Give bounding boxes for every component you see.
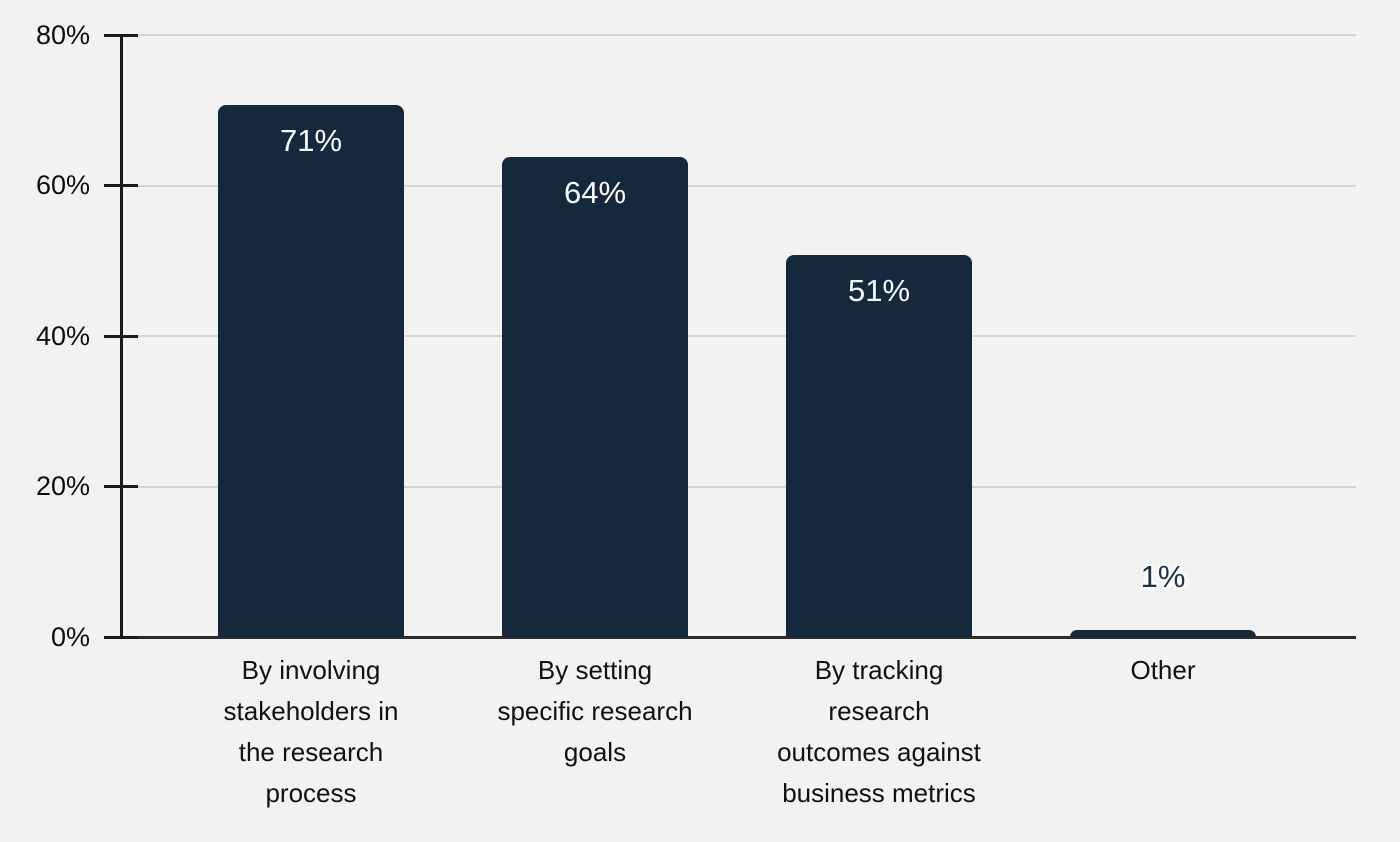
bar-value-label: 71% [279, 122, 343, 158]
y-tick-label-60pct: 60% [35, 170, 90, 200]
y-tick-label-20pct: 20% [35, 471, 90, 501]
gridline-40pct [122, 335, 1356, 337]
x-tick-label-tracking-outcomes: By tracking research outcomes against bu… [777, 655, 981, 808]
x-tick-label-setting-research-goals: By setting specific research goals [497, 655, 693, 767]
bar-value-label: 64% [563, 175, 627, 210]
y-tick-20pct [104, 485, 138, 488]
y-tick-80pct [104, 33, 138, 37]
x-tick-label-involving-stakeholders: By involving stakeholders in the researc… [223, 655, 399, 808]
y-tick-label-40pct: 40% [35, 320, 90, 351]
y-tick-60pct [104, 184, 138, 187]
y-tick-label-0pct: 0% [50, 621, 90, 652]
bar-tracking-outcomes: 51% [786, 254, 972, 637]
y-tick-40pct [104, 334, 138, 338]
bar-other [1070, 629, 1256, 637]
bar-value-label-other: 1% [1140, 559, 1186, 594]
y-tick-label-80pct: 80% [35, 20, 90, 50]
gridline-60pct [122, 184, 1356, 187]
x-tick-label-other: Other [1130, 655, 1196, 685]
bar-involving-stakeholders: 71% [218, 104, 404, 637]
x-axis-baseline [120, 636, 1356, 639]
gridline-80pct [122, 34, 1356, 36]
gridline-20pct [122, 485, 1356, 488]
bar-value-label: 51% [847, 272, 911, 308]
y-tick-0pct [104, 635, 138, 639]
bar-setting-research-goals: 64% [502, 157, 688, 637]
